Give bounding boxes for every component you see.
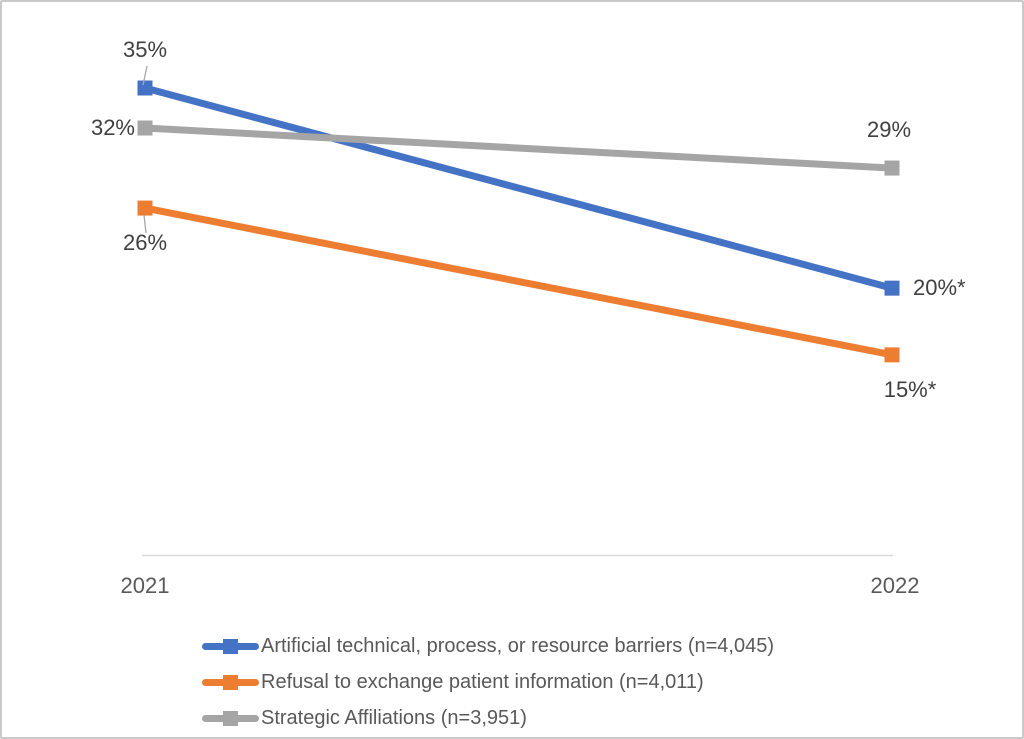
label-leader-line	[142, 65, 148, 86]
marker-series-1-2021	[137, 200, 153, 216]
marker-series-0-2021	[137, 80, 153, 96]
legend-label: Artificial technical, process, or resour…	[261, 635, 774, 657]
chart-legend: Artificial technical, process, or resour…	[202, 633, 774, 732]
series-line-1	[144, 204, 893, 359]
legend-line-marker-icon	[202, 675, 259, 690]
marker-series-1-2022	[884, 347, 900, 363]
legend-item-strategic-affiliations: Strategic Affiliations (n=3,951)	[202, 705, 774, 732]
legend-label: Strategic Affiliations (n=3,951)	[261, 707, 527, 729]
series-line-0	[144, 84, 893, 292]
legend-line-marker-icon	[202, 711, 259, 726]
legend-line-marker-icon	[202, 639, 259, 654]
label-leader-line	[143, 214, 147, 234]
marker-series-2-2021	[137, 120, 153, 136]
legend-item-artificial-barriers: Artificial technical, process, or resour…	[202, 633, 774, 660]
marker-series-2-2022	[884, 160, 900, 176]
series-line-2	[144, 124, 893, 172]
marker-series-0-2022	[884, 280, 900, 296]
legend-item-refusal-exchange: Refusal to exchange patient information …	[202, 669, 774, 696]
legend-label: Refusal to exchange patient information …	[261, 671, 704, 693]
